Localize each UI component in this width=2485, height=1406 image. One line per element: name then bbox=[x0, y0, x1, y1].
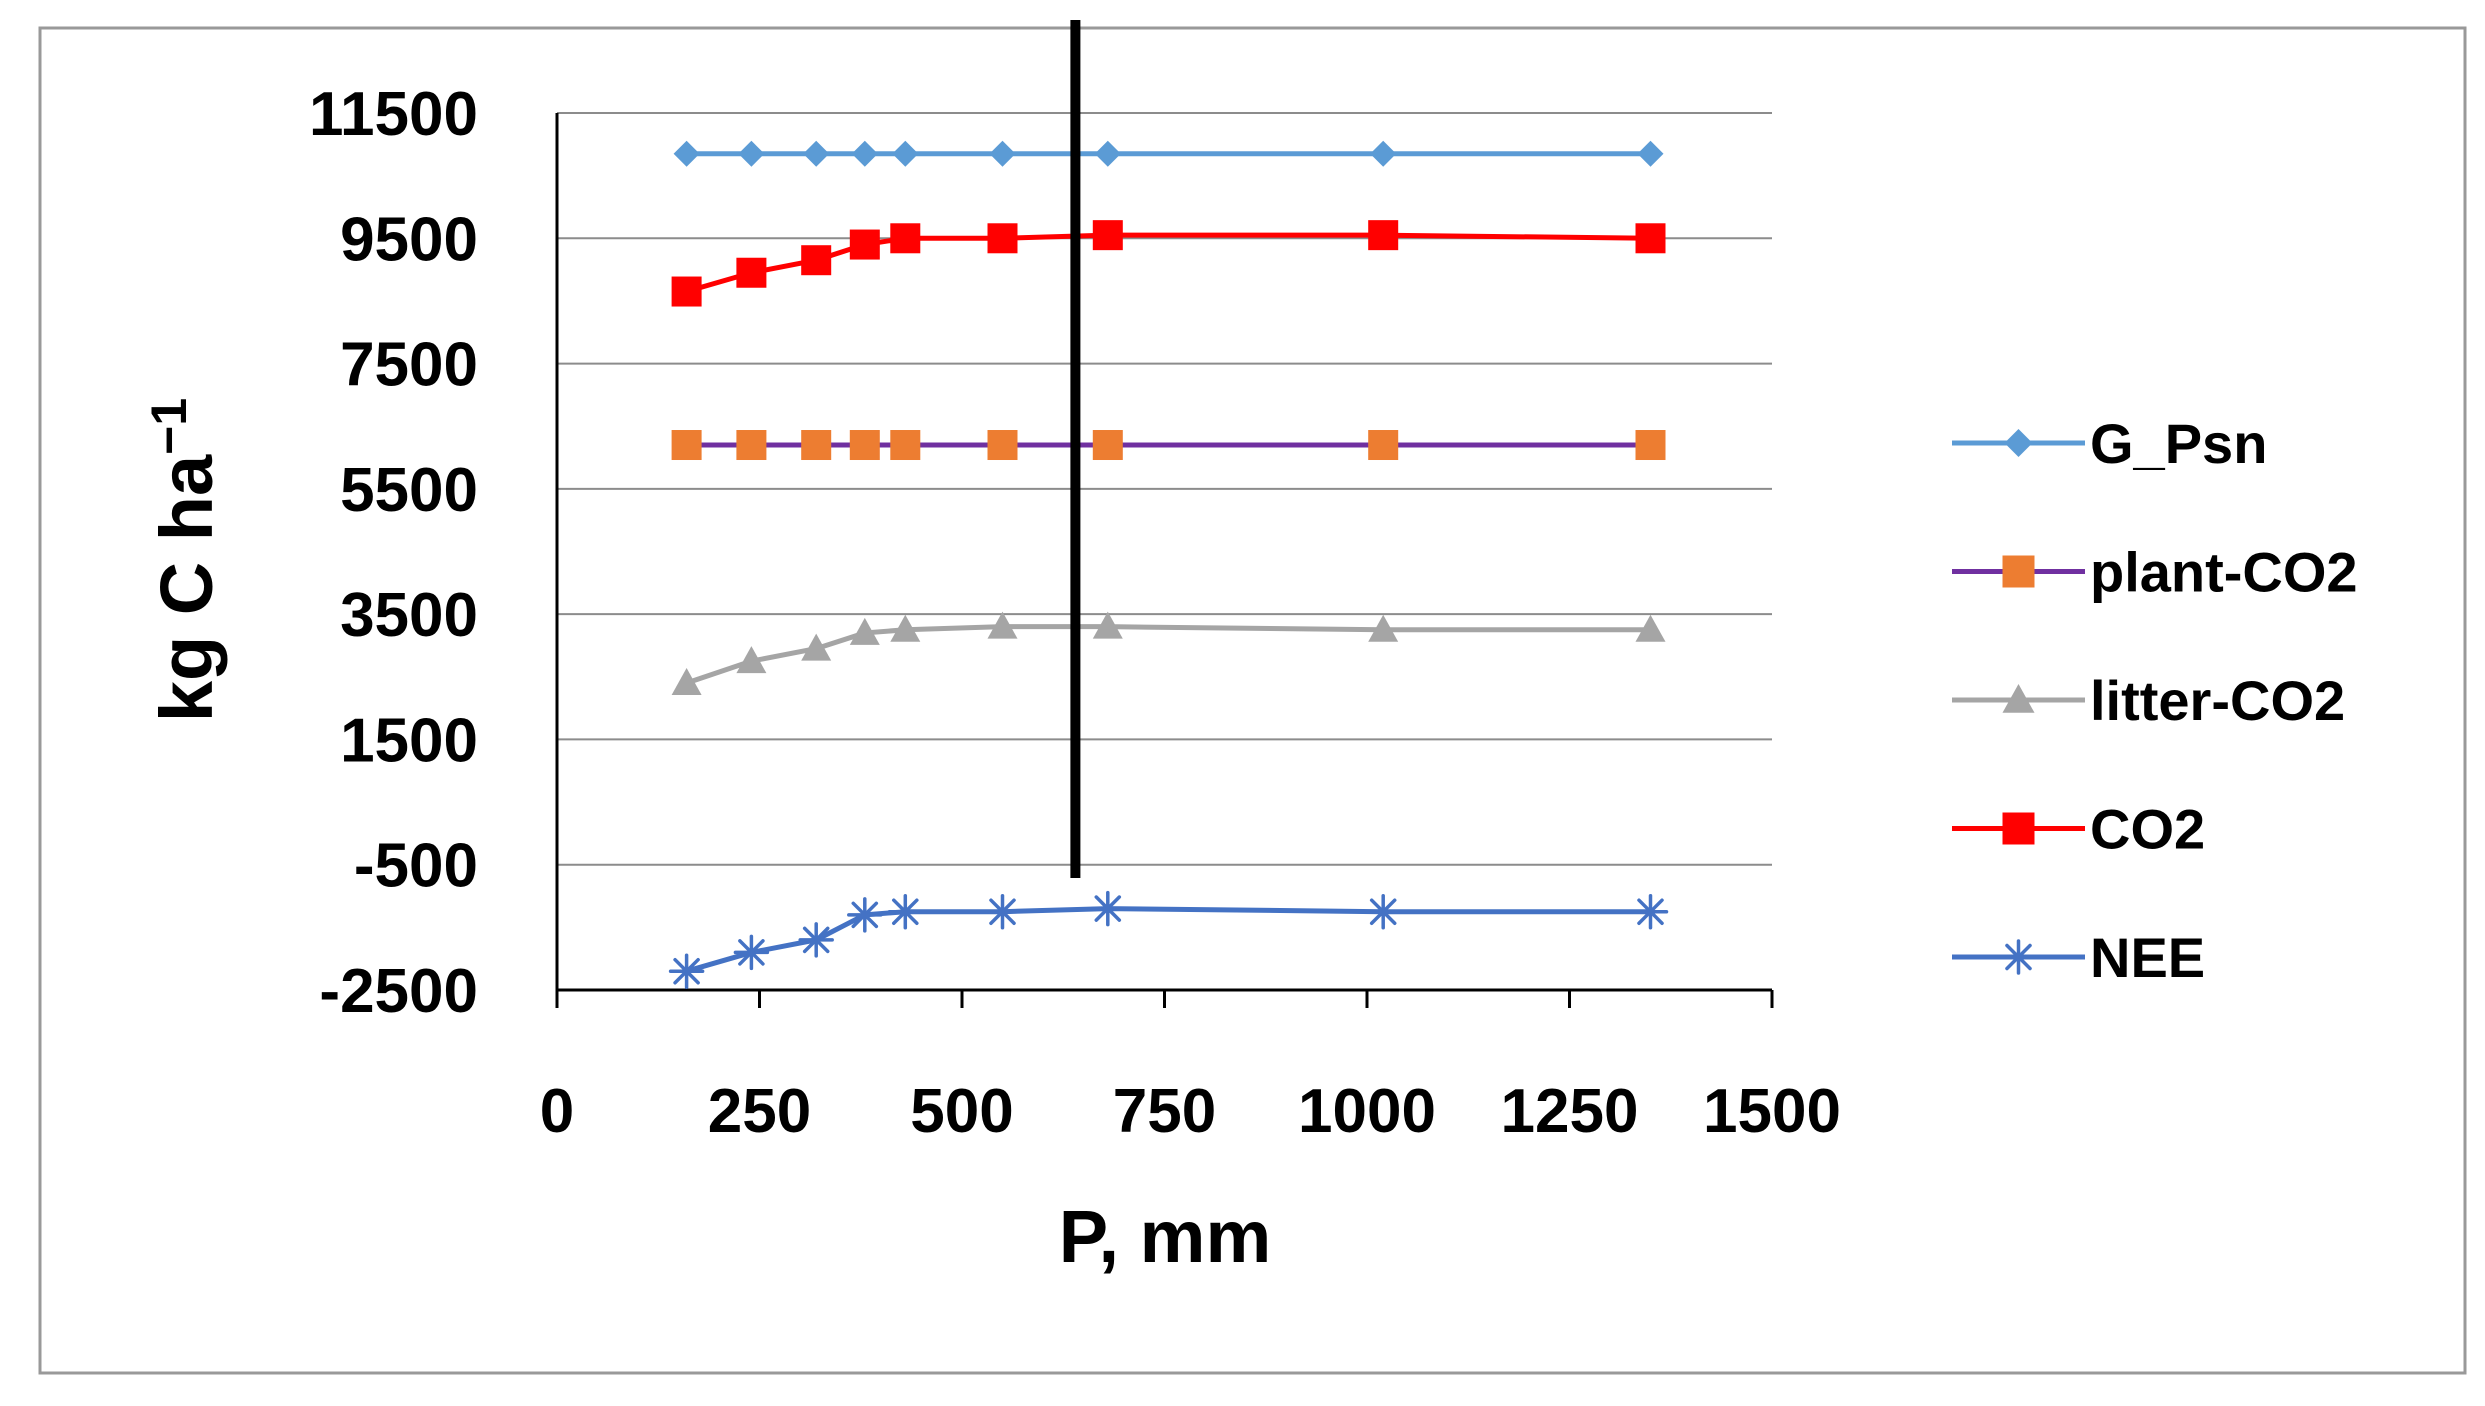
point-co2-8 bbox=[1635, 223, 1666, 254]
y-tick-label-7: 11500 bbox=[309, 80, 478, 149]
legend-marker-g-psn bbox=[2004, 429, 2033, 457]
point-nee-1 bbox=[733, 934, 770, 971]
legend-label-plant-co2: plant-CO2 bbox=[2090, 541, 2358, 604]
legend-label-litter-co2: litter-CO2 bbox=[2090, 669, 2345, 732]
axes bbox=[555, 113, 1774, 1008]
point-litter-co2-3 bbox=[849, 617, 880, 645]
point-plant-co2-5 bbox=[987, 430, 1018, 461]
point-g-psn-4 bbox=[892, 140, 919, 167]
point-g-psn-8 bbox=[1637, 140, 1664, 167]
point-nee-0 bbox=[668, 953, 705, 989]
point-nee-8-d2 bbox=[1637, 898, 1664, 925]
point-co2-1 bbox=[736, 257, 767, 288]
point-plant-co2-6 bbox=[1092, 430, 1123, 461]
point-g-psn-7 bbox=[1370, 140, 1397, 167]
legend-item-co2: CO2 bbox=[1952, 798, 2205, 861]
y-axis-title-superscript: −1 bbox=[141, 398, 197, 455]
x-tick-label-2: 500 bbox=[910, 1077, 1013, 1146]
x-tick-label-5: 1250 bbox=[1501, 1077, 1639, 1146]
point-g-psn-5 bbox=[989, 140, 1016, 167]
tick-labels: -2500 -500 1500 3500 5500 7500 9500 11500 0 250 50… bbox=[309, 80, 1841, 1146]
point-plant-co2-3 bbox=[849, 430, 880, 461]
point-plant-co2-0 bbox=[671, 430, 702, 461]
y-tick-label-5: 7500 bbox=[340, 331, 478, 400]
point-co2-6 bbox=[1092, 220, 1123, 251]
legend-label-g-psn: G_Psn bbox=[2090, 412, 2267, 475]
point-nee-4-d2 bbox=[892, 898, 919, 925]
legend-item-plant-co2: plant-CO2 bbox=[1952, 541, 2358, 604]
legend-marker-nee bbox=[2000, 939, 2037, 975]
y-tick-label-2: 1500 bbox=[340, 706, 478, 775]
point-nee-4 bbox=[887, 893, 924, 930]
x-tick-label-4: 1000 bbox=[1298, 1077, 1436, 1146]
y-tick-label-4: 5500 bbox=[340, 456, 478, 525]
point-g-psn-3 bbox=[851, 140, 878, 167]
y-tick-label-6: 9500 bbox=[340, 205, 478, 274]
point-litter-co2-2 bbox=[801, 633, 832, 661]
point-nee-7-d2 bbox=[1369, 898, 1397, 925]
point-litter-co2-4 bbox=[890, 614, 921, 642]
y-axis-title: kg C ha−1 bbox=[141, 398, 228, 722]
legend-label-nee: NEE bbox=[2090, 926, 2205, 989]
point-litter-co2-7 bbox=[1368, 614, 1399, 642]
point-co2-4 bbox=[890, 223, 921, 254]
x-tick-label-1: 250 bbox=[708, 1077, 811, 1146]
y-axis-title-main: kg C ha bbox=[145, 454, 228, 722]
point-plant-co2-1 bbox=[736, 430, 767, 461]
point-g-psn-0 bbox=[673, 140, 700, 167]
legend-item-nee: NEE bbox=[1952, 926, 2205, 989]
point-nee-7 bbox=[1365, 893, 1401, 930]
x-axis-title: P, mm bbox=[1059, 1195, 1272, 1278]
legend-marker-litter-co2 bbox=[2002, 684, 2035, 713]
point-nee-6 bbox=[1090, 890, 1126, 927]
point-nee-6-d2 bbox=[1094, 895, 1122, 922]
x-tick-label-3: 750 bbox=[1113, 1077, 1216, 1146]
point-nee-5-d2 bbox=[989, 898, 1016, 925]
point-litter-co2-0 bbox=[671, 668, 702, 696]
legend-item-litter-co2: litter-CO2 bbox=[1952, 669, 2345, 732]
y-tick-label-3: 3500 bbox=[340, 581, 478, 650]
legend-item-g-psn: G_Psn bbox=[1952, 412, 2267, 475]
point-co2-0 bbox=[671, 276, 702, 307]
point-plant-co2-4 bbox=[890, 430, 921, 461]
legend-marker-co2 bbox=[2002, 812, 2035, 845]
legend: G_Psn plant-CO2 litter-CO2 CO2 NEE bbox=[1952, 412, 2358, 989]
point-co2-2 bbox=[801, 245, 832, 276]
markers bbox=[668, 140, 1669, 989]
point-plant-co2-7 bbox=[1368, 430, 1399, 461]
point-litter-co2-5 bbox=[987, 611, 1018, 639]
point-nee-2-d2 bbox=[802, 926, 830, 954]
svg-text:kg C ha−1: kg C ha−1 bbox=[141, 398, 228, 722]
point-litter-co2-1 bbox=[736, 646, 767, 674]
point-co2-7 bbox=[1368, 220, 1399, 251]
point-g-psn-1 bbox=[738, 140, 765, 167]
point-nee-5 bbox=[984, 893, 1021, 930]
legend-marker-nee-d2 bbox=[2005, 943, 2032, 971]
point-g-psn-6 bbox=[1094, 140, 1121, 167]
point-nee-0-d2 bbox=[673, 957, 700, 985]
point-nee-8 bbox=[1632, 893, 1669, 930]
point-plant-co2-8 bbox=[1635, 430, 1666, 461]
point-co2-3 bbox=[849, 229, 880, 260]
point-nee-1-d2 bbox=[738, 939, 765, 966]
point-co2-5 bbox=[987, 223, 1018, 254]
point-nee-3 bbox=[847, 897, 883, 933]
point-nee-2 bbox=[798, 922, 834, 958]
x-tick-label-6: 1500 bbox=[1703, 1077, 1841, 1146]
x-tick-label-0: 0 bbox=[540, 1077, 574, 1146]
legend-label-co2: CO2 bbox=[2090, 798, 2205, 861]
point-plant-co2-2 bbox=[801, 430, 832, 461]
y-tick-label-1: -500 bbox=[354, 832, 478, 901]
legend-marker-plant-co2 bbox=[2002, 555, 2035, 588]
y-tick-label-0: -2500 bbox=[319, 957, 478, 1026]
point-g-psn-2 bbox=[803, 140, 830, 167]
point-litter-co2-6 bbox=[1092, 611, 1123, 639]
point-nee-3-d2 bbox=[851, 901, 879, 929]
point-litter-co2-8 bbox=[1635, 614, 1666, 642]
